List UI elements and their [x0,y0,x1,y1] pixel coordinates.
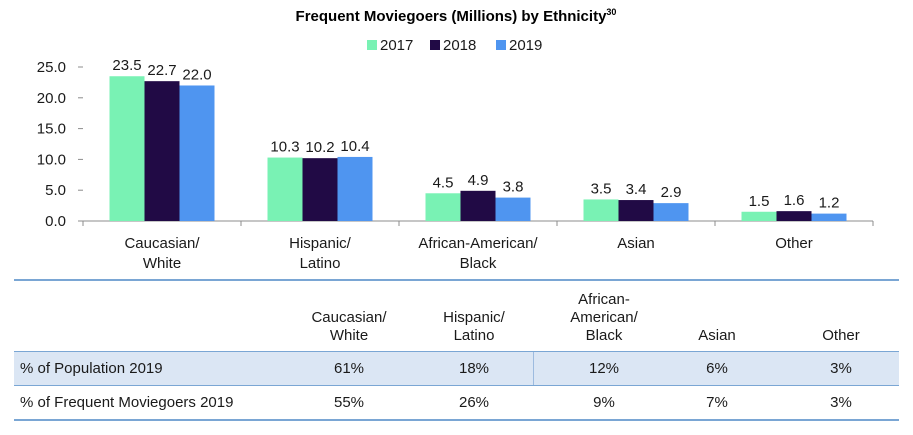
data-label-2019: 1.2 [819,195,840,212]
category-label: African-American/Black [418,235,538,272]
bar-2017 [425,193,461,221]
table-cell: 18% [458,360,490,377]
bar-2019 [179,85,215,221]
bar-2017 [109,76,145,222]
bar-2017 [267,157,303,221]
table-bottom-rule [14,419,899,421]
bar-2018 [144,81,180,221]
legend-label-2019: 2019 [509,37,542,54]
bar-2019 [337,156,373,221]
value-labels: 23.5 22.7 22.0 10.3 10.2 10.4 4.5 4.9 3.8 3.5 3.4 2… [112,57,839,211]
legend: 2017 2018 2019 [367,37,542,54]
table-cell: 3% [830,394,852,411]
table-row-rule [14,351,899,352]
header-african-american-black: African- American/ Black [549,291,659,345]
bar-2018 [302,158,338,221]
y-tick-label: 5.0 [45,182,66,199]
data-label-2017: 4.5 [433,174,454,191]
data-label-2019: 22.0 [182,66,211,83]
header-caucasian-white: Caucasian/ White [294,309,404,345]
bar-2018 [618,200,654,221]
bar-2019 [653,203,689,221]
table-cell: 12% [588,360,620,377]
bar-2017 [741,211,777,221]
data-label-2019: 3.8 [503,179,524,196]
y-tick-label: 15.0 [37,121,66,138]
chart-title: Frequent Moviegoers (Millions) by Ethnic… [296,7,617,25]
header-line: Other [822,327,860,344]
category-label: Asian [617,235,655,252]
header-line: Hispanic/ [443,309,505,326]
header-hispanic-latino: Hispanic/ Latino [419,309,529,345]
bar-series [109,76,847,222]
y-tick-label: 10.0 [37,151,66,168]
category-label: Caucasian/White [124,235,200,272]
table-header: Caucasian/ White Hispanic/ Latino Africa… [14,281,899,351]
header-line: Latino [453,327,495,344]
row-label: % of Frequent Moviegoers 2019 [20,394,234,411]
category-label: Other [775,235,813,252]
y-axis: 0.0 5.0 10.0 15.0 20.0 25.0 [37,59,83,230]
table-cell: 3% [830,360,852,377]
header-other: Other [786,327,896,345]
table-cell: 61% [333,360,365,377]
table-cell: 7% [706,394,728,411]
table-top-rule [14,279,899,281]
bar-chart: Frequent Moviegoers (Millions) by Ethnic… [37,7,874,272]
data-label-2018: 4.9 [468,172,489,189]
data-label-2017: 10.3 [270,139,299,156]
data-label-2019: 2.9 [661,184,682,201]
table-cell: 55% [333,394,365,411]
data-label-2018: 10.2 [305,139,334,156]
category-label: Hispanic/Latino [289,235,352,272]
header-line: Black [585,327,623,344]
header-line: Asian [698,327,736,344]
data-label-2019: 10.4 [340,138,369,155]
data-label-2018: 22.7 [147,62,176,79]
legend-swatch-2018 [430,40,440,50]
data-label-2017: 3.5 [591,180,612,197]
bar-2018 [460,190,496,221]
table-row: % of Population 2019 61% 18% 12% 6% 3% [14,352,899,385]
table-cell: 6% [706,360,728,377]
table-row-rule [14,385,899,386]
y-tick-label: 20.0 [37,90,66,107]
y-tick-label: 25.0 [37,59,66,76]
data-label-2018: 1.6 [784,192,805,209]
legend-swatch-2017 [367,40,377,50]
header-line: White [329,327,369,344]
header-asian: Asian [662,327,772,345]
bar-2017 [583,199,619,221]
header-line: American/ [570,309,638,326]
bar-2019 [495,197,531,221]
bar-2019 [811,213,847,221]
column-divider [533,352,534,385]
header-line: Caucasian/ [311,309,387,326]
data-label-2017: 23.5 [112,57,141,74]
table-cell: 26% [458,394,490,411]
table-cell: 9% [593,394,615,411]
data-table: Caucasian/ White Hispanic/ Latino Africa… [14,279,899,421]
header-line: African- [578,291,630,308]
legend-swatch-2019 [496,40,506,50]
y-tick-label: 0.0 [45,213,66,230]
legend-label-2017: 2017 [380,37,413,54]
row-label: % of Population 2019 [20,360,163,377]
x-axis: Caucasian/White Hispanic/Latino African-Am… [82,220,874,272]
table-row: % of Frequent Moviegoers 2019 55% 26% 9%… [14,386,899,419]
legend-label-2018: 2018 [443,37,476,54]
data-label-2017: 1.5 [749,193,770,210]
bar-2018 [776,211,812,221]
data-label-2018: 3.4 [626,181,647,198]
